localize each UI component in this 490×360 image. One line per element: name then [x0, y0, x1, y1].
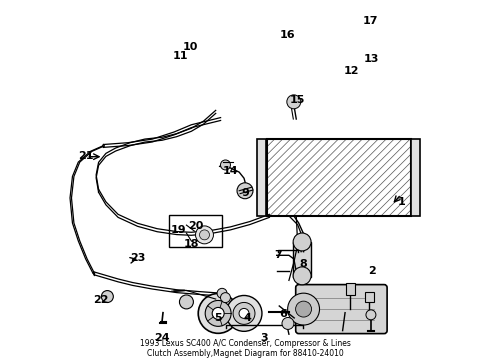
Circle shape — [295, 301, 312, 317]
Text: 21: 21 — [78, 150, 94, 161]
Text: 20: 20 — [189, 221, 204, 231]
Circle shape — [287, 95, 301, 109]
Text: 17: 17 — [363, 17, 379, 27]
Bar — [267, 139, 411, 216]
Circle shape — [217, 288, 227, 298]
Circle shape — [233, 302, 255, 324]
Circle shape — [179, 295, 194, 309]
Circle shape — [220, 293, 230, 303]
Text: 11: 11 — [173, 51, 188, 61]
Text: 12: 12 — [343, 66, 359, 76]
Circle shape — [282, 318, 294, 329]
Circle shape — [239, 309, 249, 318]
Circle shape — [293, 233, 311, 251]
Text: 1993 Lexus SC400 A/C Condenser, Compressor & Lines
Clutch Assembly,Magnet Diagra: 1993 Lexus SC400 A/C Condenser, Compress… — [140, 339, 350, 358]
Circle shape — [205, 301, 231, 327]
Circle shape — [212, 307, 224, 319]
Circle shape — [198, 293, 238, 333]
Bar — [257, 139, 266, 216]
Text: 19: 19 — [171, 225, 186, 235]
Text: 24: 24 — [154, 333, 170, 343]
Circle shape — [237, 183, 253, 199]
Bar — [365, 292, 374, 302]
Text: 23: 23 — [130, 253, 146, 263]
Bar — [170, 215, 222, 247]
FancyBboxPatch shape — [295, 285, 387, 334]
Text: 3: 3 — [261, 333, 269, 343]
Circle shape — [220, 160, 230, 170]
Text: 15: 15 — [290, 95, 305, 105]
Text: 10: 10 — [183, 42, 198, 51]
Circle shape — [288, 293, 319, 325]
Circle shape — [196, 226, 214, 244]
Text: 14: 14 — [222, 166, 238, 176]
Bar — [411, 139, 420, 216]
Text: 16: 16 — [280, 30, 296, 40]
Text: 18: 18 — [184, 239, 199, 249]
Text: 1: 1 — [397, 197, 405, 207]
Text: 4: 4 — [244, 313, 251, 323]
Text: 7: 7 — [274, 250, 282, 260]
Bar — [345, 283, 355, 295]
Text: 6: 6 — [279, 310, 287, 319]
Circle shape — [101, 291, 113, 302]
Text: 22: 22 — [93, 295, 109, 305]
Text: 5: 5 — [214, 313, 222, 323]
Circle shape — [226, 296, 262, 331]
Text: 9: 9 — [241, 188, 249, 198]
Circle shape — [293, 267, 311, 285]
Circle shape — [366, 310, 376, 320]
Circle shape — [199, 230, 209, 240]
Bar — [293, 242, 311, 277]
Text: 2: 2 — [368, 266, 376, 276]
Text: 13: 13 — [363, 54, 379, 64]
Text: 8: 8 — [300, 259, 307, 269]
